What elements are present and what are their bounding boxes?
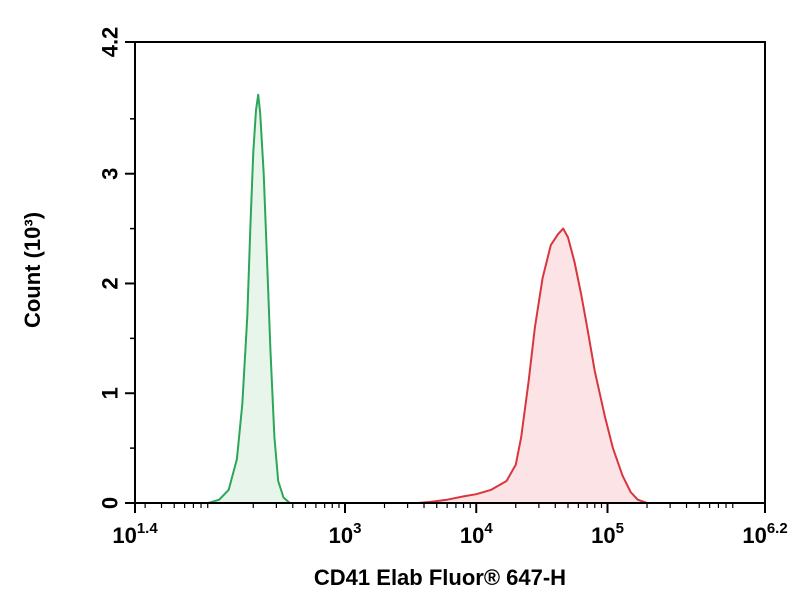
- plot-frame: [134, 41, 766, 504]
- y-tick-label-0: 0: [98, 497, 123, 509]
- x-tick-label-4: 106.2: [742, 520, 787, 548]
- x-tick-label-3: 105: [591, 520, 624, 548]
- y-axis-title: Count (10³): [20, 212, 45, 328]
- y-tick-label-4: 4.2: [98, 27, 123, 58]
- series-2-line: [417, 227, 648, 504]
- x-tick-label-0: 101.4: [112, 520, 158, 548]
- series-1-line: [208, 93, 291, 504]
- series-1-area: [208, 94, 290, 503]
- series-layer: [208, 93, 648, 504]
- y-tick-label-1: 1: [98, 387, 123, 399]
- x-axis: 101.4 103 104 105 106.2: [112, 503, 788, 548]
- y-axis: 0 1 2 3 4.2: [98, 27, 135, 509]
- series-2-area: [418, 228, 647, 503]
- y-tick-label-3: 3: [98, 168, 123, 180]
- x-axis-title: CD41 Elab Fluor® 647-H: [314, 565, 566, 590]
- x-tick-label-2: 104: [460, 520, 493, 548]
- x-tick-label-1: 103: [329, 520, 362, 548]
- y-tick-label-2: 2: [98, 277, 123, 289]
